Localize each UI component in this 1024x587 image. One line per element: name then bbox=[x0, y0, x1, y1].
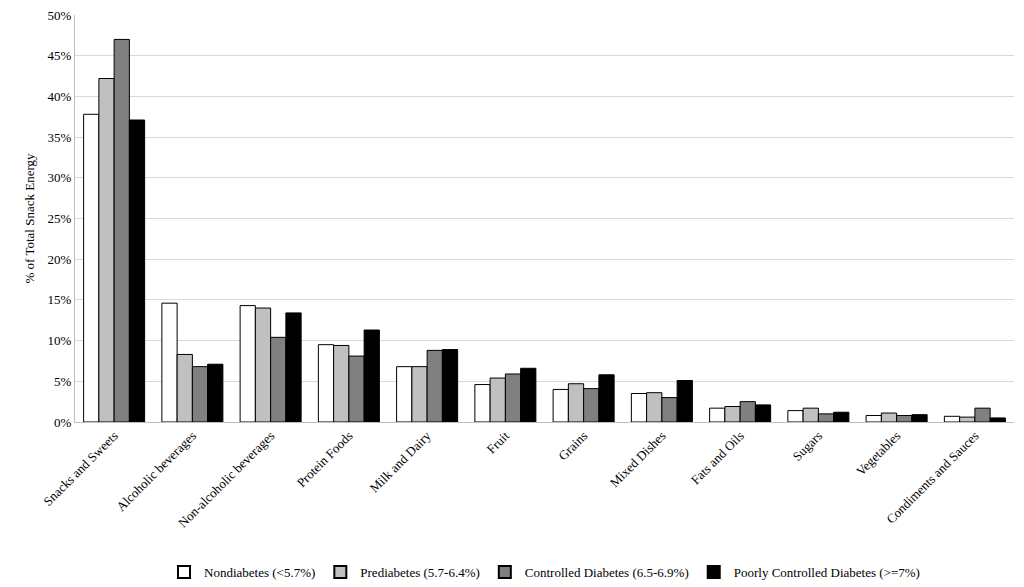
svg-text:5%: 5% bbox=[54, 374, 72, 389]
svg-text:Prediabetes (5.7-6.4%): Prediabetes (5.7-6.4%) bbox=[360, 565, 480, 580]
svg-text:Grains: Grains bbox=[555, 428, 590, 463]
svg-text:Vegetables: Vegetables bbox=[853, 428, 903, 478]
svg-text:Mixed Dishes: Mixed Dishes bbox=[607, 428, 669, 490]
svg-text:50%: 50% bbox=[48, 8, 72, 23]
svg-text:45%: 45% bbox=[48, 48, 72, 63]
svg-text:25%: 25% bbox=[48, 211, 72, 226]
svg-text:30%: 30% bbox=[48, 170, 72, 185]
svg-text:10%: 10% bbox=[48, 333, 72, 348]
svg-text:Fruit: Fruit bbox=[484, 428, 513, 457]
svg-text:Sugars: Sugars bbox=[789, 428, 825, 464]
svg-text:15%: 15% bbox=[48, 292, 72, 307]
svg-text:Alcoholic beverages: Alcoholic beverages bbox=[113, 428, 199, 514]
svg-text:40%: 40% bbox=[48, 89, 72, 104]
svg-text:Milk and Dairy: Milk and Dairy bbox=[367, 428, 435, 496]
svg-text:% of Total Snack Energy: % of Total Snack Energy bbox=[22, 153, 37, 284]
svg-text:Snacks and Sweets: Snacks and Sweets bbox=[40, 428, 121, 509]
svg-text:35%: 35% bbox=[48, 130, 72, 145]
svg-text:Condiments and Sauces: Condiments and Sauces bbox=[883, 428, 981, 526]
svg-text:Fats and Oils: Fats and Oils bbox=[688, 428, 747, 487]
svg-text:Protein Foods: Protein Foods bbox=[294, 428, 356, 490]
svg-text:Non-alcoholic beverages: Non-alcoholic beverages bbox=[175, 428, 277, 530]
svg-text:0%: 0% bbox=[54, 415, 72, 430]
svg-text:Controlled Diabetes (6.5-6.9%): Controlled Diabetes (6.5-6.9%) bbox=[525, 565, 689, 580]
svg-text:Poorly Controlled Diabetes (>=: Poorly Controlled Diabetes (>=7%) bbox=[734, 565, 920, 580]
svg-text:20%: 20% bbox=[48, 252, 72, 267]
svg-text:Nondiabetes (<5.7%): Nondiabetes (<5.7%) bbox=[204, 565, 315, 580]
